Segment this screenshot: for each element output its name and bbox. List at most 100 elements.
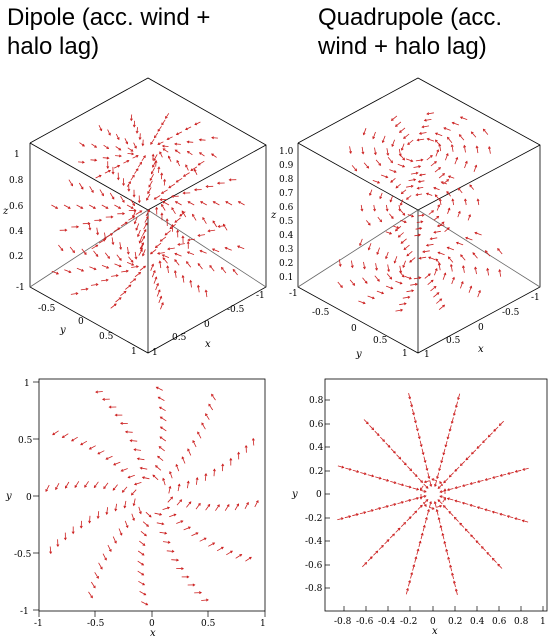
dipole-3d-arrow <box>182 275 185 283</box>
dipole-3d-arrow <box>114 204 121 209</box>
dipole-3d-arrow <box>101 279 109 282</box>
dipole-3d-arrow-head <box>118 264 122 268</box>
dipole-3d-arrow <box>161 119 166 126</box>
dipole-2d-arrow-head <box>102 397 105 401</box>
dipole-3d-arrow-head <box>158 260 162 264</box>
quadrupole-3d-arrow-head <box>482 128 486 132</box>
dipole-3d-arrow-head <box>107 256 110 259</box>
dipole-3d-arrow <box>128 256 134 263</box>
dipole-2d-arrow-head <box>206 598 209 602</box>
quadrupole-2d-arrow <box>492 511 499 514</box>
quadrupole-3d-arrow <box>436 298 442 304</box>
quad-3d-z-tick: 0.9 <box>279 161 294 171</box>
dipole-3d-arrow <box>174 270 177 278</box>
quadrupole-2d-arrow-head <box>403 521 407 525</box>
quadrupole-3d-arrow-head <box>362 132 366 136</box>
dipole-3d-arrow <box>104 252 110 259</box>
dipole-3d-arrow <box>208 229 216 232</box>
dipole-3d-arrow-head <box>162 148 166 151</box>
quadrupole-3d-arrow <box>426 193 433 196</box>
dipole-3d-z-tick: 0.8 <box>9 176 24 186</box>
dipole-2d-arrow <box>181 456 186 464</box>
quadrupole-3d-arrow-head <box>450 144 454 148</box>
dipole-3d-arrow <box>89 186 94 193</box>
dipole-2d-arrow-head <box>192 583 196 587</box>
quadrupole-2d-arrow <box>522 520 529 523</box>
quadrupole-3d-arrow <box>451 277 455 285</box>
quadrupole-2d-ring-arrow-head <box>424 504 427 507</box>
dipole-3d-arrow <box>134 251 137 259</box>
quadrupole-3d-arrow-head <box>455 156 459 160</box>
dipole-3d-arrow <box>98 239 106 244</box>
dipole-2d-arrow-head <box>125 525 129 529</box>
dipole-3d-arrow <box>116 254 122 261</box>
quadrupole-3d-arrow-head <box>486 267 490 271</box>
quadrupole-2d-arrow-head <box>486 551 490 555</box>
dipole-2d-arrow <box>224 504 230 511</box>
quadrupole-2d-arrow-head <box>363 472 367 476</box>
dipole-3d-arrow <box>185 164 189 171</box>
quadrupole-3d-arrow <box>388 213 394 219</box>
dipole-3d-arrow-head <box>98 174 102 178</box>
quadrupole-2d-arrow-head <box>419 444 423 448</box>
quadrupole-2d-ring-arrow-head <box>431 506 435 510</box>
quadrupole-2d-arrow-head <box>448 428 452 432</box>
quadrupole-2d-arrow <box>412 510 417 516</box>
quadrupole-3d-arrow <box>391 139 395 147</box>
dipole-2d-arrow-head <box>95 390 98 394</box>
quadrupole-2d-arrow-head <box>363 511 367 515</box>
quadrupole-3d-arrow-head <box>436 215 440 219</box>
quadrupole-2d-arrow <box>457 393 461 400</box>
dipole-2d-arrow <box>171 559 179 561</box>
quadrupole-2d-arrow <box>396 454 401 460</box>
quadrupole-title: Quadrupole (acc. wind + halo lag) <box>318 4 503 60</box>
dipole-2d-arrow-head <box>230 550 233 554</box>
quadrupole-3d-arrow-head <box>378 163 382 166</box>
dipole-3d-arrow-head <box>197 162 201 166</box>
quadrupole-3d-arrow <box>395 121 402 127</box>
dipole-3d-arrow <box>131 266 139 268</box>
dipole-3d-arrow-head <box>221 266 224 270</box>
dipole-2d-y-tick: -0.5 <box>14 550 32 560</box>
quadrupole-2d-arrow <box>405 588 409 595</box>
dipole-3d-arrows <box>51 113 245 310</box>
dipole-2d-arrow-head <box>130 492 134 496</box>
dipole-3d-arrow-head <box>174 201 178 204</box>
quadrupole-3d-arrow-head <box>390 160 393 164</box>
dipole-3d-arrow <box>123 160 129 164</box>
quadrupole-3d-arrow <box>471 131 477 138</box>
quadrupole-3d-arrow-head <box>457 210 461 214</box>
dipole-2d-arrow <box>142 521 149 527</box>
dipole-3d-arrow-head <box>189 279 193 283</box>
quadrupole-2d-arrow-head <box>412 412 415 416</box>
quad-2d-y-tick: 0.2 <box>309 467 323 477</box>
dipole-3d-arrow-head <box>152 164 155 168</box>
dipole-2d-arrow <box>160 426 167 432</box>
dipole-2d-arrow <box>176 499 182 506</box>
quadrupole-3d-arrow-head <box>472 252 476 256</box>
quadrupole-3d-arrow <box>437 252 445 256</box>
dipole-3d-arrow <box>199 152 205 157</box>
quadrupole-3d-arrow-head <box>484 250 488 253</box>
quadrupole-3d-arrow <box>387 156 393 163</box>
quadrupole-2d-arrow <box>418 541 421 548</box>
dipole-3d-arrow <box>88 222 91 230</box>
dipole-2d-arrow-head <box>124 430 128 434</box>
dipole-2d-arrow-head <box>159 436 163 440</box>
dipole-3d-arrow-head <box>138 272 142 275</box>
dipole-2d-arrow-head <box>71 438 74 442</box>
quadrupole-3d-panel: 1.0 0.9 0.8 0.7 0.6 0.5 0.4 0.3 0.2 0.1 … <box>270 77 541 360</box>
quadrupole-3d-arrow <box>477 290 481 298</box>
dipole-3d-arrow <box>132 210 136 218</box>
quadrupole-2d-arrow-head <box>491 510 495 514</box>
dipole-2d-arrow <box>208 403 214 411</box>
quadrupole-3d-arrow-head <box>410 184 414 188</box>
dipole-3d-arrow <box>115 155 122 157</box>
quadrupole-2d-arrow-head <box>398 456 402 460</box>
quadrupole-3d-arrow <box>395 225 402 232</box>
dipole-3d-arrow-head <box>212 220 216 224</box>
dipole-2d-arrow <box>140 530 147 537</box>
dipole-3d-arrow <box>167 247 175 250</box>
quadrupole-2d-ring-arrow <box>420 485 424 491</box>
quadrupole-3d-arrow <box>386 273 392 280</box>
